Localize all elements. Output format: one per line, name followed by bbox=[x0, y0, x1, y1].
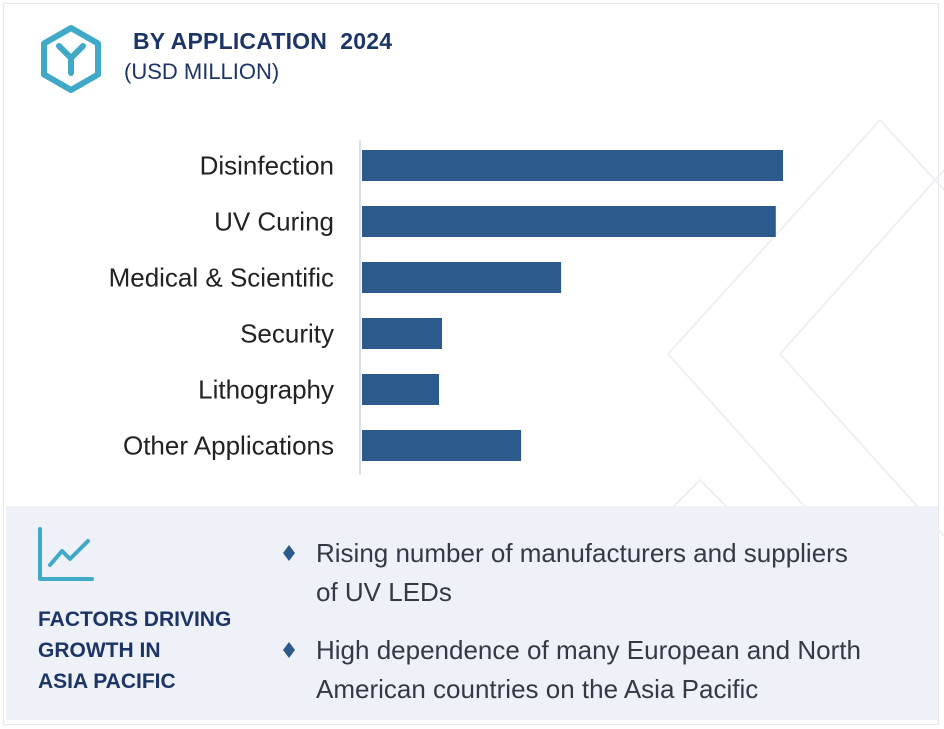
factors-title: FACTORS DRIVING GROWTH IN ASIA PACIFIC bbox=[38, 604, 268, 697]
factor-bullet-text: Rising number of manufacturers and suppl… bbox=[316, 534, 923, 612]
category-label: Medical & Scientific bbox=[109, 263, 334, 293]
category-label: Lithography bbox=[198, 375, 334, 405]
diamond-bullet-icon bbox=[283, 642, 295, 658]
category-label: UV Curing bbox=[214, 207, 334, 237]
factors-title-line: FACTORS DRIVING bbox=[38, 608, 232, 631]
application-bar-chart: Disinfection UV Curing Medical & Scientifi… bbox=[109, 140, 783, 475]
factors-title-line: GROWTH IN bbox=[38, 639, 161, 662]
category-label: Security bbox=[240, 319, 334, 349]
factors-title-line: ASIA PACIFIC bbox=[38, 670, 176, 693]
bar-disinfection bbox=[362, 150, 783, 181]
category-label: Disinfection bbox=[200, 151, 334, 181]
factor-bullet-line: of UV LEDs bbox=[316, 577, 452, 607]
bar-security bbox=[362, 318, 442, 349]
hexagon-y-logo-icon bbox=[41, 25, 101, 93]
chart-title: BY APPLICATION 2024 bbox=[133, 28, 393, 54]
bar-medical-scientific bbox=[362, 262, 562, 293]
factor-bullet-line: American countries on the Asia Pacific bbox=[316, 674, 759, 704]
trend-line-chart-icon bbox=[38, 527, 94, 581]
bar-other-applications bbox=[362, 430, 522, 461]
factor-bullet-item: High dependence of many European and Nor… bbox=[283, 631, 923, 709]
bar-lithography bbox=[362, 374, 439, 405]
diamond-bullet-icon bbox=[283, 545, 295, 561]
factor-bullet-line: High dependence of many European and Nor… bbox=[316, 635, 861, 665]
bar-uv-curing bbox=[362, 206, 776, 237]
chart-subtitle: (USD MILLION) bbox=[124, 59, 280, 84]
factor-bullet-text: High dependence of many European and Nor… bbox=[316, 631, 923, 709]
factor-bullet-item: Rising number of manufacturers and suppl… bbox=[283, 534, 923, 612]
category-label: Other Applications bbox=[123, 431, 334, 461]
factor-bullet-line: Rising number of manufacturers and suppl… bbox=[316, 538, 848, 568]
factors-panel bbox=[6, 506, 938, 720]
